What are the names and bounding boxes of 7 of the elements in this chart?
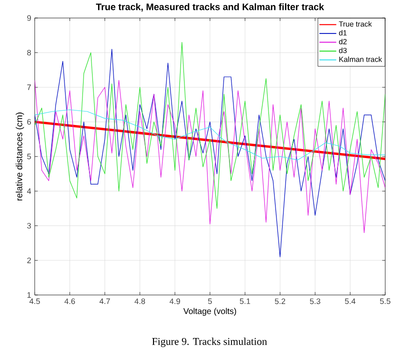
caption: Figure 9. Tracks simulation xyxy=(152,338,267,348)
line-series xyxy=(34,80,386,234)
line-series xyxy=(34,110,386,160)
y-axis-title: relative distances (cm) xyxy=(16,112,24,201)
chart-title: True track, Measured tracks and Kalman filter track xyxy=(96,4,324,12)
line-series xyxy=(34,49,386,258)
x-axis-title: Voltage (volts) xyxy=(183,308,236,316)
